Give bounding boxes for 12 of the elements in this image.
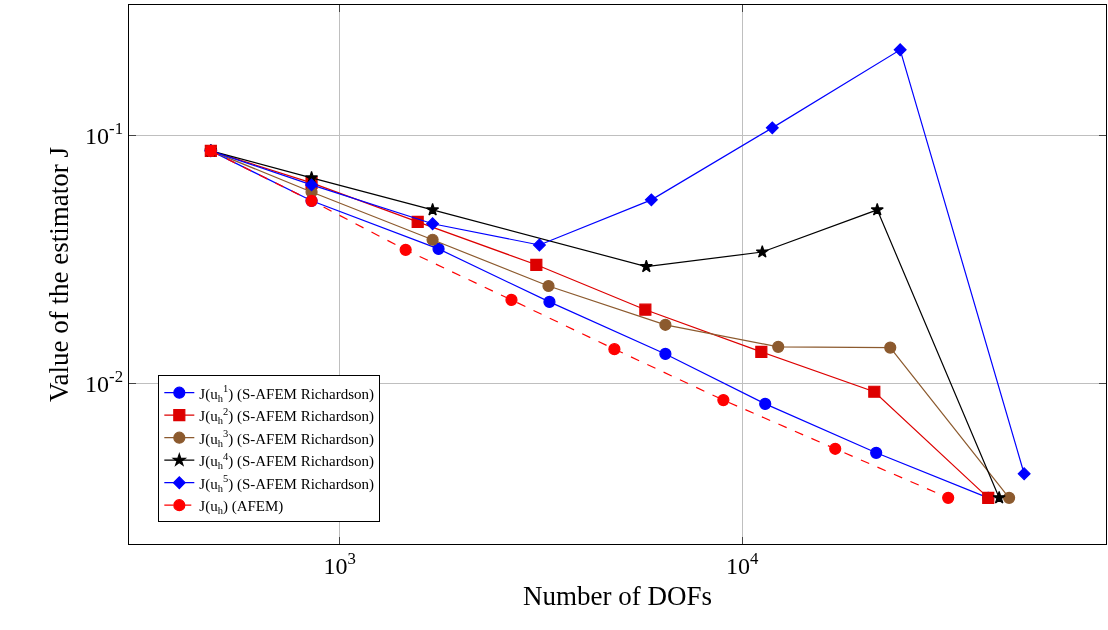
y-tick-label: 10$^{-2}$ [85, 367, 124, 398]
legend-label: J(u$_{h}$$^{2}$) (S-AFEM Richardson) [199, 405, 374, 427]
x-tick-label: 10$^{3}$ [323, 548, 356, 579]
legend-label: J(u$_{h}$) (AFEM) [199, 498, 284, 517]
y-axis-title: Value of the estimator J [44, 147, 75, 402]
legend-label: J(u$_{h}$$^{5}$) (S-AFEM Richardson) [199, 473, 374, 494]
legend-label: J(u$_{h}$$^{3}$) (S-AFEM Richardson) [199, 428, 374, 449]
x-tick-label: 10$^{4}$ [726, 548, 760, 579]
legend-label: J(u$_{h}$$^{4}$) (S-AFEM Richardson) [199, 450, 374, 472]
y-tick-label: 10$^{-1}$ [85, 119, 124, 150]
legend-label: J(u$_{h}$$^{1}$) (S-AFEM Richardson) [199, 383, 374, 404]
x-axis-title: Number of DOFs [523, 581, 712, 612]
